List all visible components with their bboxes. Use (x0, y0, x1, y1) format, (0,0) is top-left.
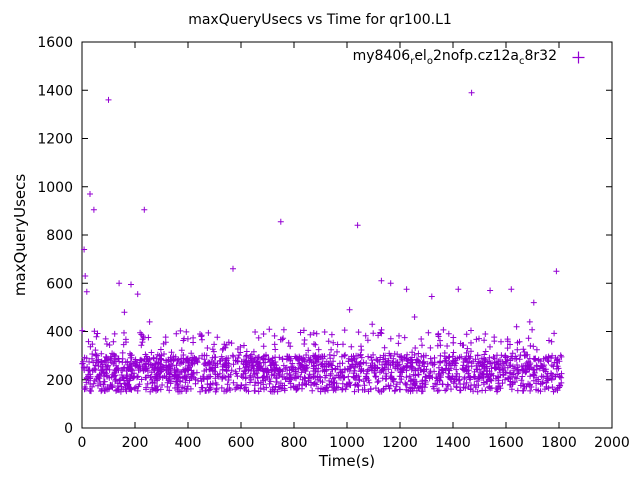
y-tick-label: 1000 (37, 180, 73, 196)
y-tick-label: 600 (46, 276, 73, 292)
legend-label-part: my8406 (352, 47, 411, 64)
legend-label-part: el (414, 47, 427, 64)
y-tick-label: 400 (46, 325, 73, 341)
y-axis-label: maxQueryUsecs (11, 173, 29, 297)
plus-marker-icon (572, 51, 585, 63)
x-tick-label: 1400 (435, 435, 471, 451)
x-tick-label: 0 (78, 435, 87, 451)
legend-label-part: o (426, 55, 433, 67)
x-tick-label: 600 (228, 435, 255, 451)
legend-label-part: 2nofp.cz12a (432, 47, 520, 64)
x-tick-label: 1600 (488, 435, 524, 451)
chart-title: maxQueryUsecs vs Time for qr100.L1 (188, 12, 452, 28)
y-tick-label: 1200 (37, 132, 73, 148)
y-tick-label: 1600 (37, 35, 73, 51)
x-tick-label: 800 (281, 435, 308, 451)
x-tick-label: 400 (175, 435, 202, 451)
x-tick-label: 1000 (329, 435, 365, 451)
legend: my8406relo2nofp.cz12ac8r32 (0, 48, 586, 67)
data-points (79, 89, 565, 395)
y-tick-label: 200 (46, 373, 73, 389)
legend-label-part: c (519, 55, 525, 67)
y-tick-label: 1400 (37, 83, 73, 99)
x-tick-label: 200 (122, 435, 149, 451)
legend-label-part: 8r32 (524, 47, 557, 64)
y-tick-label: 800 (46, 228, 73, 244)
x-tick-label: 1800 (541, 435, 577, 451)
y-tick-label: 0 (64, 421, 73, 437)
x-axis-label: Time(s) (318, 452, 376, 470)
legend-label-part: r (410, 55, 415, 67)
x-tick-label: 2000 (594, 435, 630, 451)
legend-series-label: my8406relo2nofp.cz12ac8r32 (353, 48, 557, 67)
x-tick-label: 1200 (382, 435, 418, 451)
